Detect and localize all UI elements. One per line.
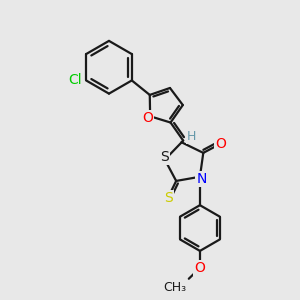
Text: S: S: [160, 150, 169, 164]
Text: S: S: [164, 191, 173, 205]
Text: O: O: [194, 261, 206, 275]
Text: O: O: [142, 111, 153, 125]
Text: CH₃: CH₃: [163, 281, 186, 294]
Text: O: O: [216, 137, 226, 151]
Text: Cl: Cl: [68, 74, 82, 87]
Text: H: H: [187, 130, 196, 142]
Text: N: N: [196, 172, 207, 186]
